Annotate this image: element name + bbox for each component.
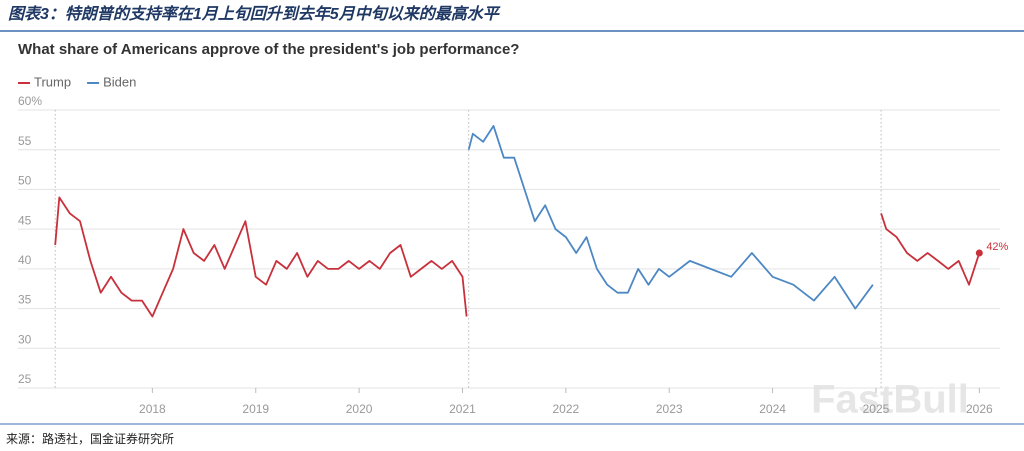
y-tick-label: 40 [18, 253, 32, 267]
chart-title: What share of Americans approve of the p… [18, 41, 519, 58]
x-tick-label: 2023 [656, 402, 683, 416]
end-point [975, 249, 983, 257]
series-line [467, 125, 874, 310]
y-tick-label: 25 [18, 372, 32, 386]
x-tick-label: 2024 [759, 402, 786, 416]
x-tick-label: 2025 [863, 402, 890, 416]
y-tick-label: 30 [18, 332, 32, 346]
figure-title: 图表3：特朗普的支持率在1月上旬回升到去年5月中旬以来的最高水平 [8, 5, 501, 23]
y-tick-label: 55 [18, 134, 32, 148]
legend-label: Biden [103, 74, 136, 89]
legend-label: Trump [34, 74, 71, 89]
value-label: 42% [986, 241, 1008, 253]
x-tick-label: 2018 [139, 402, 166, 416]
y-tick-label: 35 [18, 293, 32, 307]
x-tick-label: 2019 [242, 402, 269, 416]
x-tick-label: 2020 [346, 402, 373, 416]
y-tick-label: 50 [18, 174, 32, 188]
series-line [880, 213, 981, 286]
x-tick-label: 2021 [449, 402, 476, 416]
watermark: FastBull [811, 378, 969, 422]
series-line [54, 196, 468, 318]
source: 来源：路透社，国金证券研究所 [6, 431, 174, 446]
y-tick-label: 45 [18, 213, 32, 227]
y-tick-label: 60% [18, 94, 42, 108]
x-tick-label: 2026 [966, 402, 993, 416]
x-tick-label: 2022 [553, 402, 580, 416]
